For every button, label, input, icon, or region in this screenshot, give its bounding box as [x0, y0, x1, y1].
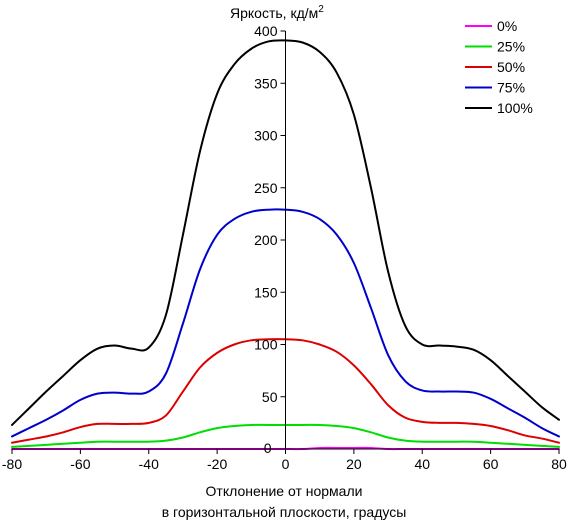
y-axis-label-text: Яркость, кд/м: [230, 5, 318, 21]
x-axis-label-line1: Отклонение от нормали: [206, 483, 363, 499]
x-tick-label: 0: [282, 456, 290, 472]
y-tick-label: 100: [254, 337, 278, 353]
x-tick-label: -60: [70, 456, 90, 472]
x-tick-label: 20: [346, 456, 362, 472]
x-tick-label: 40: [414, 456, 430, 472]
x-tick-label: -20: [207, 456, 227, 472]
y-tick-label: 350: [254, 75, 278, 91]
y-tick-label: 150: [254, 284, 278, 300]
y-tick-label: 300: [254, 128, 278, 144]
y-tick-label: 250: [254, 180, 278, 196]
legend: 0% 25% 50% 75% 100%: [465, 18, 533, 116]
legend-label: 75%: [497, 80, 525, 96]
x-tick-label: -80: [2, 456, 22, 472]
x-axis-label-line2: в горизонтальной плоскости, градусы: [162, 504, 407, 520]
y-axis-label-superscript: 2: [318, 4, 324, 15]
y-axis-label: Яркость, кд/м2: [230, 4, 324, 21]
legend-label: 25%: [497, 39, 525, 55]
legend-label: 100%: [497, 100, 533, 116]
legend-label: 0%: [497, 18, 517, 34]
x-tick-label: 80: [551, 456, 567, 472]
x-tick-label: -40: [139, 456, 159, 472]
y-tick-label: 200: [254, 232, 278, 248]
y-tick-label: 50: [262, 389, 278, 405]
x-tick-label: 60: [483, 456, 499, 472]
y-tick-label: 400: [254, 23, 278, 39]
legend-label: 50%: [497, 59, 525, 75]
y-tick-label-zero: 0: [264, 440, 272, 456]
